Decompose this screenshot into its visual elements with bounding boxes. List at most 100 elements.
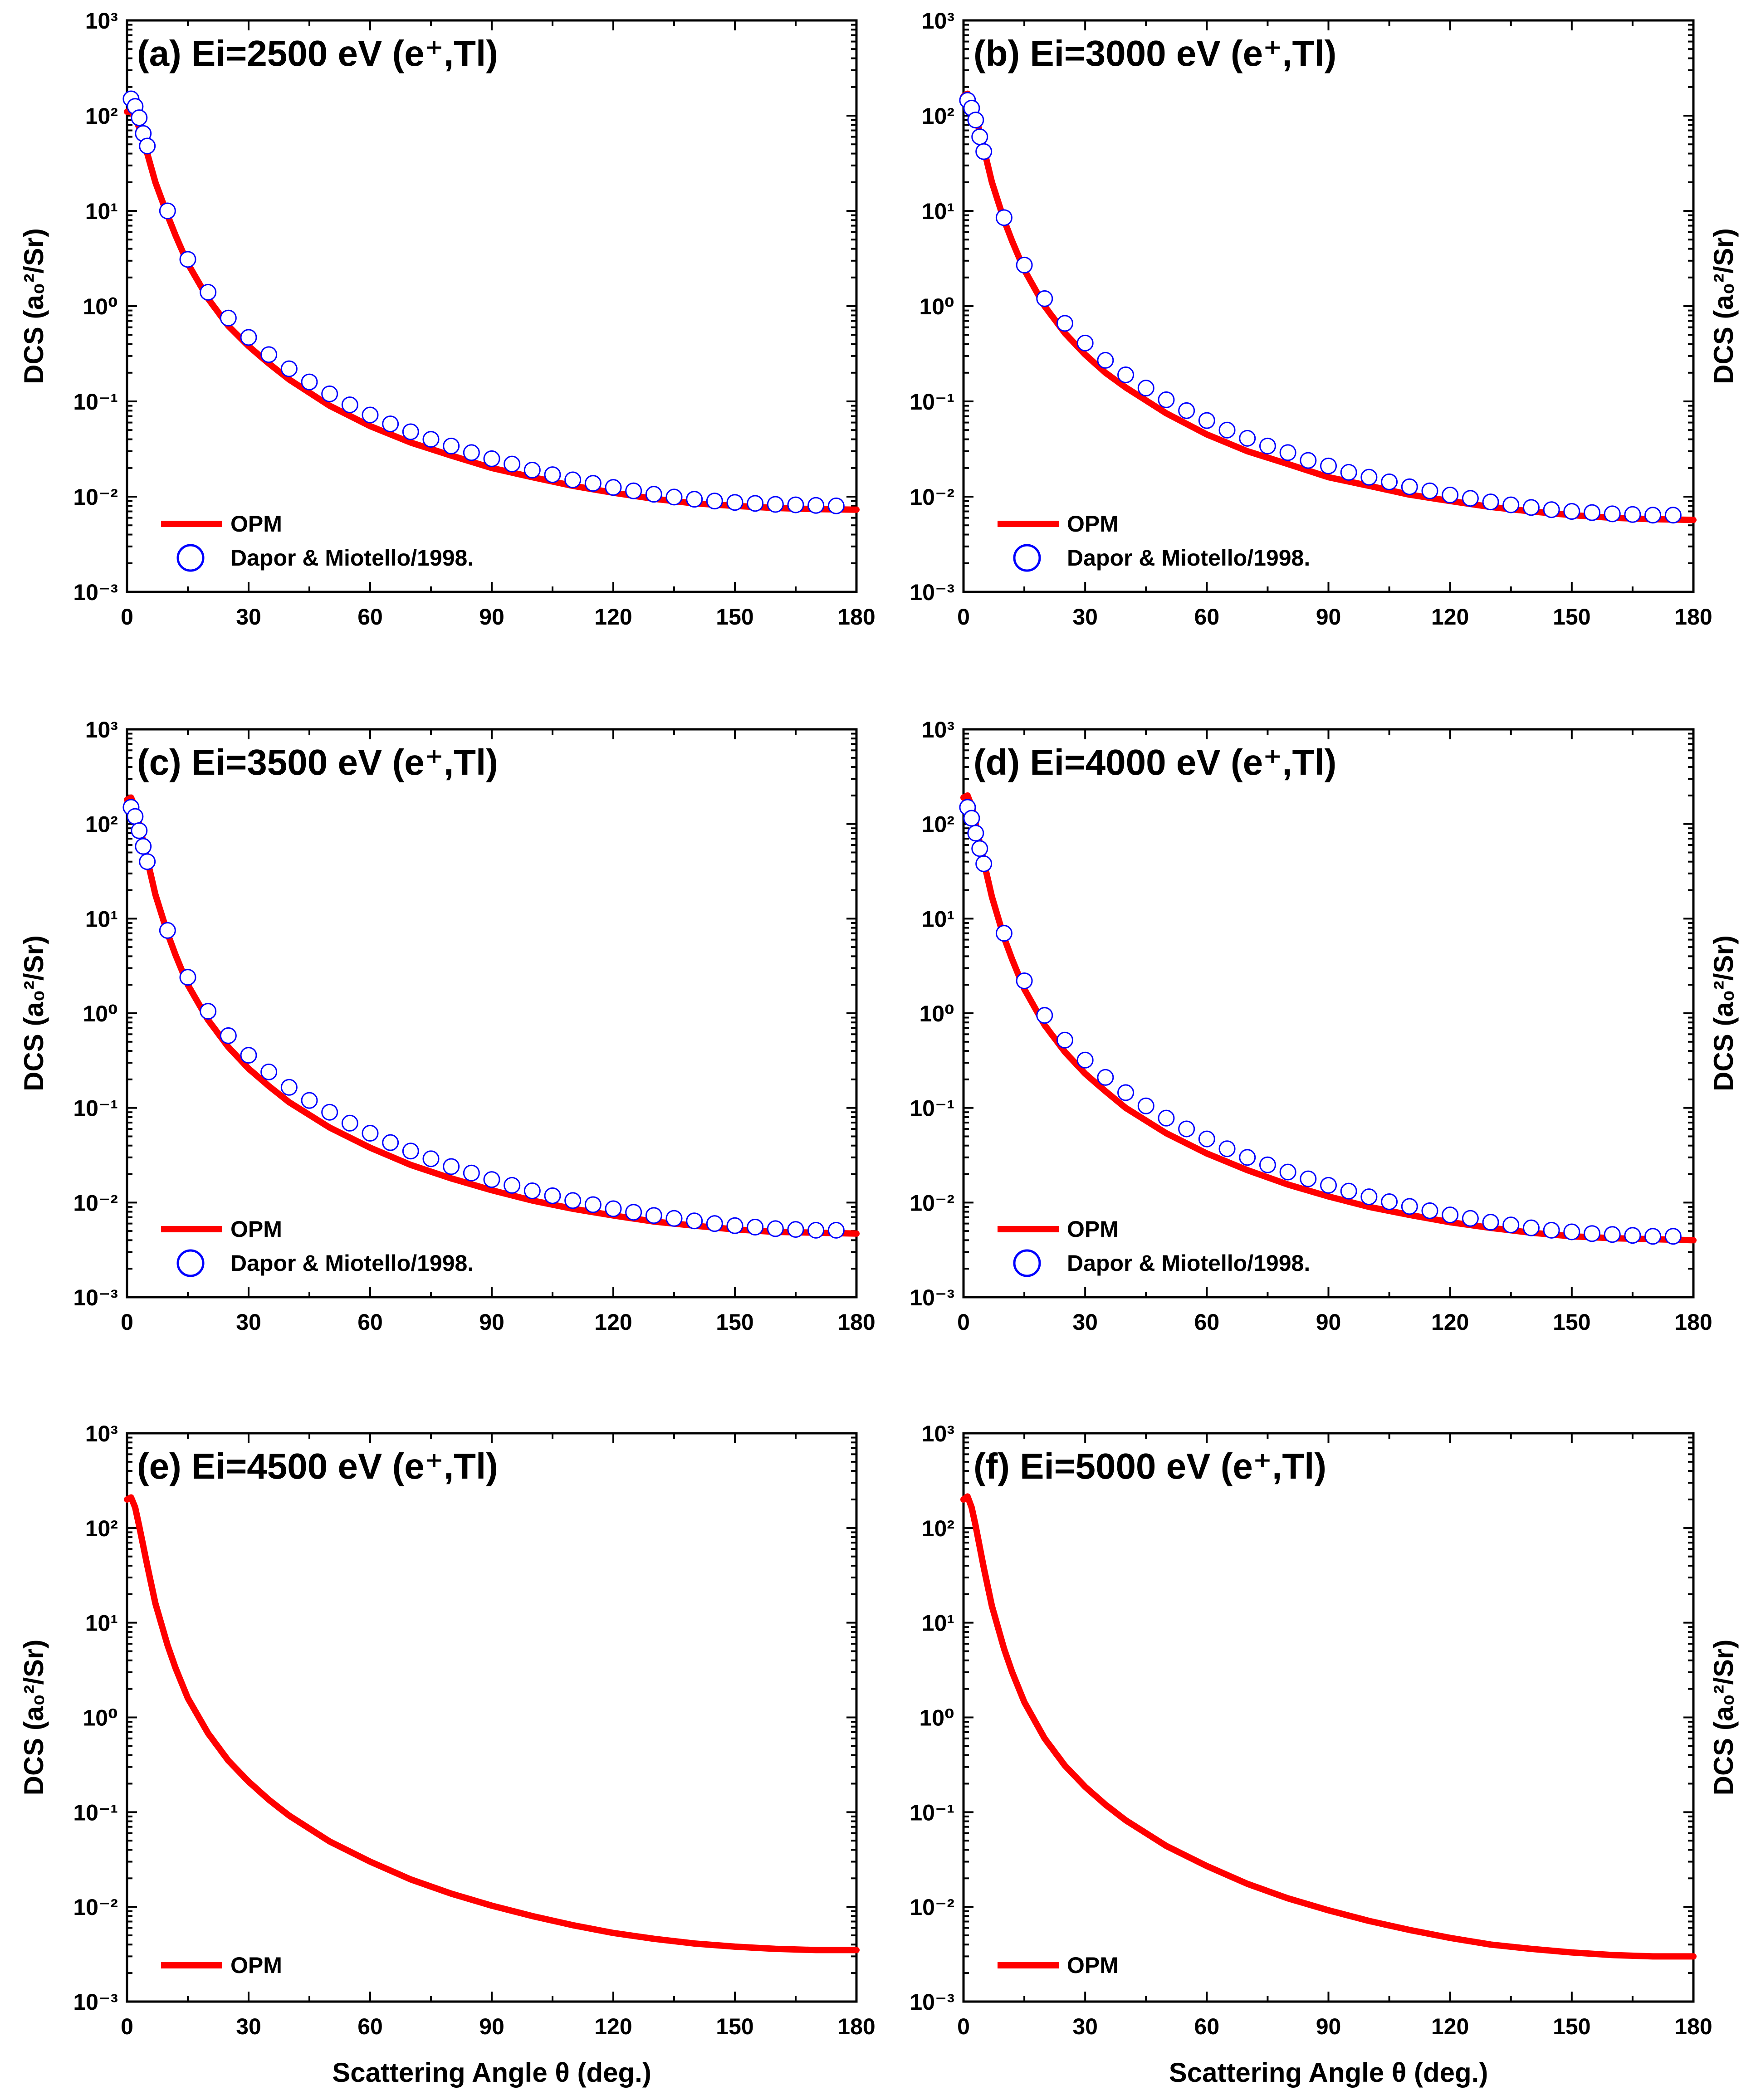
data-point-dapor-miotello [463,1164,480,1182]
data-point-dapor-miotello [1502,1216,1520,1234]
x-tick-label: 0 [121,1309,133,1335]
series-line-opm [124,794,860,1237]
x-tick-label: 0 [121,2014,133,2039]
data-point-dapor-miotello [382,1134,399,1151]
data-point-dapor-miotello [1056,315,1073,332]
y-tick-label: 10⁻³ [910,1989,954,2015]
panel-d: 0 30 60 90 120 150 180 10⁻³ 10⁻² 10⁻¹ 10⁰ 10¹ 10² 10³… [910,717,1739,1335]
y-tick-label: 10⁰ [83,294,118,319]
x-tick-label: 180 [1674,604,1712,630]
data-point-dapor-miotello [1563,503,1580,520]
y-tick-label: 10¹ [85,1611,118,1636]
data-point-dapor-miotello [139,853,156,870]
y-tick-label: 10⁰ [919,294,954,319]
data-point-dapor-miotello [1381,473,1398,490]
data-point-dapor-miotello [747,495,764,512]
x-tick-label: 60 [357,604,383,630]
data-point-dapor-miotello [1462,490,1479,507]
y-tick-label: 10⁻² [73,1895,118,1920]
y-tick-label: 10⁻³ [73,580,118,605]
data-point-dapor-miotello [1016,972,1033,990]
data-point-dapor-miotello [422,1150,440,1167]
y-tick-label: 10³ [922,8,954,34]
x-tick-label: 120 [594,604,632,630]
x-tick-label: 120 [594,2014,632,2039]
data-point-dapor-miotello [131,109,148,127]
data-point-dapor-miotello [131,822,148,839]
data-point-dapor-miotello [1360,1188,1378,1206]
data-point-dapor-miotello [402,1143,419,1160]
data-point-dapor-miotello [1442,1206,1459,1224]
x-tick-label: 30 [236,2014,261,2039]
data-point-dapor-miotello [1624,1227,1641,1244]
panel-title: (b) Ei=3000 eV (e⁺,Tl) [973,33,1336,73]
data-point-dapor-miotello [1340,464,1357,481]
data-point-dapor-miotello [240,1047,257,1064]
x-tick-label: 180 [837,2014,875,2039]
series-line-opm [960,90,1697,523]
data-point-dapor-miotello [726,494,743,511]
y-axis-title: DCS (a₀²/Sr) [19,1640,49,1796]
data-point-dapor-miotello [1543,501,1560,518]
data-point-dapor-miotello [1563,1223,1580,1240]
y-tick-label: 10¹ [922,906,954,932]
data-point-dapor-miotello [200,283,217,301]
data-point-dapor-miotello [1259,1156,1276,1173]
data-point-dapor-miotello [1664,507,1682,524]
data-point-dapor-miotello [975,855,993,872]
series-line-opm [960,1493,1697,1960]
y-tick-label: 10⁻³ [73,1285,118,1310]
data-point-dapor-miotello [1117,1084,1135,1101]
y-tick-label: 10⁻² [910,484,954,510]
legend-label: Dapor & Miotello/1998. [230,1250,474,1276]
data-point-dapor-miotello [1279,1163,1296,1181]
data-point-dapor-miotello [706,493,723,510]
data-point-dapor-miotello [971,128,988,146]
data-point-dapor-miotello [1198,1130,1215,1148]
data-point-dapor-miotello [1320,1177,1337,1194]
data-point-dapor-miotello [483,1171,500,1188]
data-point-dapor-miotello [706,1215,723,1232]
legend-label: OPM [1067,1216,1119,1242]
data-point-dapor-miotello [220,1027,237,1044]
data-point-dapor-miotello [544,466,561,483]
data-point-dapor-miotello [382,415,399,433]
data-point-dapor-miotello [1158,1109,1175,1127]
x-tick-label: 30 [1072,1309,1098,1335]
x-tick-label: 180 [837,1309,875,1335]
x-tick-label: 30 [1072,604,1098,630]
panel-c: 0 30 60 90 120 150 180 10⁻³ 10⁻² 10⁻¹ 10⁰ 10¹ 10² 10³… [19,717,876,1335]
data-point-dapor-miotello [971,840,988,857]
legend-label: OPM [230,511,282,537]
data-point-dapor-miotello [1056,1031,1073,1049]
data-point-dapor-miotello [362,406,379,424]
data-point-dapor-miotello [544,1187,561,1204]
data-point-dapor-miotello [1300,452,1317,469]
x-tick-label: 180 [1674,1309,1712,1335]
data-point-dapor-miotello [240,329,257,346]
x-tick-label: 120 [1431,604,1469,630]
series-line-opm [124,1494,860,1953]
x-tick-label: 60 [357,1309,383,1335]
data-point-dapor-miotello [564,471,582,488]
data-point-dapor-miotello [1522,1219,1540,1236]
x-tick-label: 60 [1194,1309,1220,1335]
data-point-dapor-miotello [280,360,298,377]
data-point-dapor-miotello [605,1200,622,1217]
data-point-dapor-miotello [483,450,500,467]
data-point-dapor-miotello [402,423,419,440]
data-point-dapor-miotello [645,1207,662,1224]
data-point-dapor-miotello [463,444,480,461]
series-line-opm [124,108,860,513]
data-point-dapor-miotello [767,1220,784,1237]
data-point-dapor-miotello [1218,1140,1236,1157]
legend-label: OPM [1067,511,1119,537]
y-tick-label: 10² [922,103,954,129]
data-point-dapor-miotello [260,346,278,363]
data-point-dapor-miotello [341,396,358,414]
data-point-dapor-miotello [1421,1202,1438,1219]
y-tick-label: 10² [85,812,118,837]
y-tick-label: 10⁻² [910,1895,954,1920]
data-point-dapor-miotello [1259,437,1276,454]
